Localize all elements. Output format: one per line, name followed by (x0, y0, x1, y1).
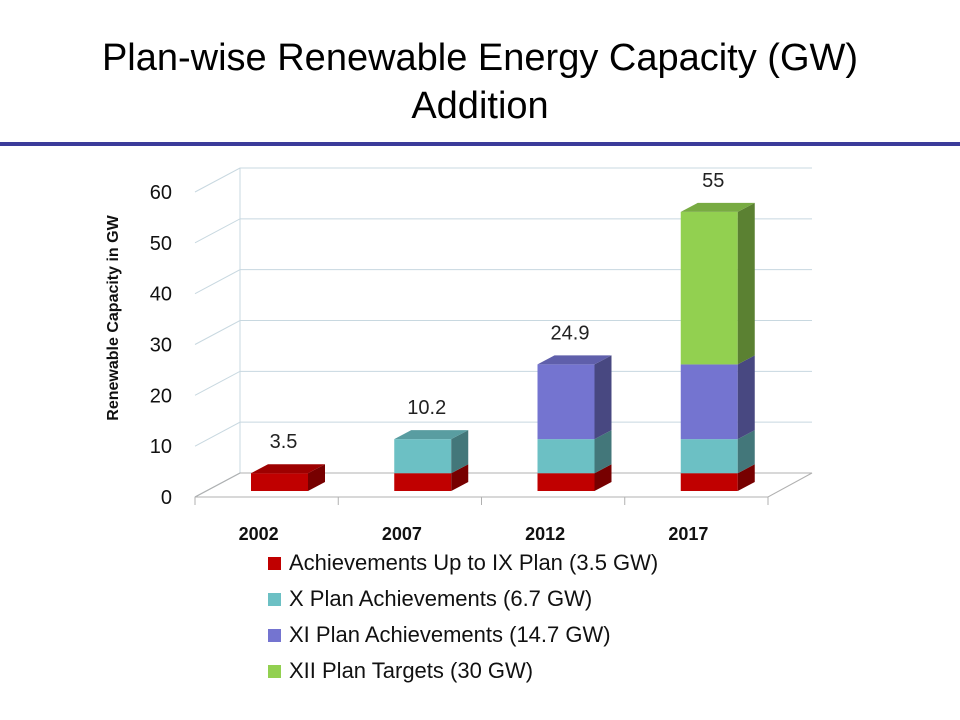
bar-segment (680, 464, 755, 491)
gridline (194, 218, 812, 244)
legend-swatch (268, 628, 281, 642)
bar-segment (680, 430, 755, 474)
chart-floor (194, 472, 813, 498)
legend-item: X Plan Achievements (6.7 GW) (268, 581, 658, 617)
legend-item: XII Plan Targets (30 GW) (268, 653, 658, 689)
title-divider (0, 142, 960, 146)
slide-title: Plan-wise Renewable Energy Capacity (GW)… (0, 34, 960, 130)
bars (251, 202, 755, 491)
legend-swatch (268, 664, 281, 678)
bar-segment (680, 355, 755, 440)
bar-segment (537, 464, 612, 491)
legend-item: Achievements Up to IX Plan (3.5 GW) (268, 545, 658, 581)
bar-segment (251, 464, 325, 491)
bar-top (251, 464, 325, 474)
legend-label: X Plan Achievements (6.7 GW) (289, 586, 593, 611)
y-tick-label: 30 (150, 335, 172, 357)
gridline (194, 320, 812, 345)
y-tick-label: 50 (150, 233, 172, 255)
bar-segment (537, 355, 612, 440)
data-label: 24.9 (551, 322, 590, 344)
y-tick-label: 10 (150, 436, 172, 458)
bar-segment (537, 430, 612, 474)
legend-swatch (268, 592, 281, 606)
x-tick-label: 2002 (239, 524, 279, 544)
data-label: 3.5 (270, 431, 298, 453)
x-tick-label: 2017 (668, 524, 708, 544)
title-line-1: Plan-wise Renewable Energy Capacity (GW) (101, 37, 859, 79)
bar-top (680, 202, 755, 212)
bar-segment (394, 464, 469, 491)
legend-item: XI Plan Achievements (14.7 GW) (268, 617, 658, 653)
data-label: 10.2 (407, 397, 446, 419)
legend: Achievements Up to IX Plan (3.5 GW) X Pla… (268, 545, 658, 689)
gridline (194, 421, 812, 447)
y-tick-labels: 0 10 20 30 40 50 60 (150, 182, 172, 509)
x-tick-label: 2012 (525, 524, 565, 544)
y-tick-label: 60 (150, 182, 172, 204)
y-tick-label: 20 (150, 385, 172, 407)
gridlines (194, 167, 813, 505)
bar-top (537, 355, 612, 365)
title-line-2: Addition (411, 85, 549, 127)
bar-segment (680, 202, 755, 365)
x-tick-label: 2007 (382, 524, 422, 544)
legend-swatch (268, 556, 281, 570)
y-tick-label: 0 (161, 487, 172, 509)
bar-segment (394, 430, 469, 474)
data-label: 55 (702, 170, 724, 192)
gridline (194, 167, 812, 193)
data-labels: 3.5 10.2 24.9 55 (270, 170, 725, 453)
y-axis-label: Renewable Capacity in GW (105, 214, 122, 420)
legend-label: XI Plan Achievements (14.7 GW) (289, 622, 611, 647)
y-tick-label: 40 (150, 284, 172, 306)
x-tick-labels: 2002 2007 2012 2017 (239, 524, 709, 544)
legend-label: Achievements Up to IX Plan (3.5 GW) (289, 550, 659, 575)
legend-label: XII Plan Targets (30 GW) (289, 658, 534, 683)
bar-top (394, 430, 469, 440)
gridline (194, 269, 812, 295)
gridline (194, 370, 812, 396)
